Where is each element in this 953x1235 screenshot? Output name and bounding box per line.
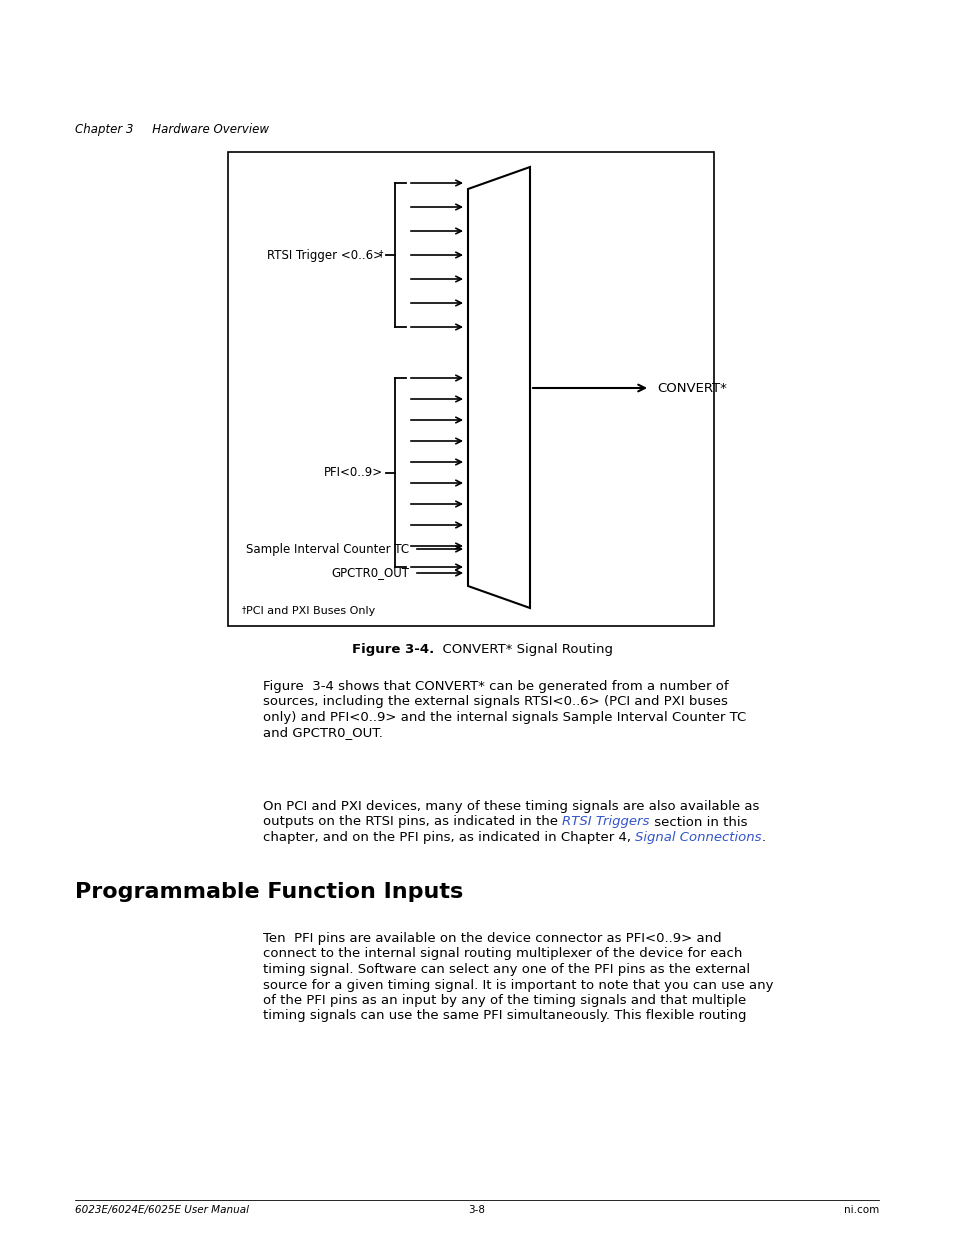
Text: RTSI Trigger <0..6>: RTSI Trigger <0..6> <box>267 248 382 262</box>
Text: Programmable Function Inputs: Programmable Function Inputs <box>75 882 463 902</box>
Text: 6023E/6024E/6025E User Manual: 6023E/6024E/6025E User Manual <box>75 1205 249 1215</box>
Text: Ten  PFI pins are available on the device connector as PFI<0..9> and: Ten PFI pins are available on the device… <box>263 932 720 945</box>
Text: timing signal. Software can select any one of the PFI pins as the external: timing signal. Software can select any o… <box>263 963 749 976</box>
Bar <box>228 152 713 626</box>
Text: sources, including the external signals RTSI<0..6> (PCI and PXI buses: sources, including the external signals … <box>263 695 727 709</box>
Text: Sample Interval Counter TC: Sample Interval Counter TC <box>246 542 409 556</box>
Text: Figure 3-4.: Figure 3-4. <box>352 642 434 656</box>
Text: and GPCTR0_OUT.: and GPCTR0_OUT. <box>263 726 382 740</box>
Text: connect to the internal signal routing multiplexer of the device for each: connect to the internal signal routing m… <box>263 947 741 961</box>
Text: timing signals can use the same PFI simultaneously. This flexible routing: timing signals can use the same PFI simu… <box>263 1009 745 1023</box>
Text: source for a given timing signal. It is important to note that you can use any: source for a given timing signal. It is … <box>263 978 773 992</box>
Text: 3-8: 3-8 <box>468 1205 485 1215</box>
Text: chapter, and on the PFI pins, as indicated in Chapter 4,: chapter, and on the PFI pins, as indicat… <box>263 831 635 844</box>
Text: CONVERT* Signal Routing: CONVERT* Signal Routing <box>434 642 613 656</box>
Text: outputs on the RTSI pins, as indicated in the: outputs on the RTSI pins, as indicated i… <box>263 815 561 829</box>
Text: of the PFI pins as an input by any of the timing signals and that multiple: of the PFI pins as an input by any of th… <box>263 994 745 1007</box>
Polygon shape <box>468 167 530 608</box>
Text: ni.com: ni.com <box>842 1205 878 1215</box>
Text: .: . <box>760 831 765 844</box>
Text: GPCTR0_OUT: GPCTR0_OUT <box>331 567 409 579</box>
Text: On PCI and PXI devices, many of these timing signals are also available as: On PCI and PXI devices, many of these ti… <box>263 800 759 813</box>
Text: Chapter 3     Hardware Overview: Chapter 3 Hardware Overview <box>75 124 269 137</box>
Text: †: † <box>242 605 246 614</box>
Text: Figure  3-4 shows that CONVERT* can be generated from a number of: Figure 3-4 shows that CONVERT* can be ge… <box>263 680 728 693</box>
Text: CONVERT*: CONVERT* <box>657 382 726 394</box>
Text: Signal Connections: Signal Connections <box>635 831 760 844</box>
Text: only) and PFI<0..9> and the internal signals Sample Interval Counter TC: only) and PFI<0..9> and the internal sig… <box>263 711 745 724</box>
Text: RTSI Triggers: RTSI Triggers <box>561 815 649 829</box>
Text: section in this: section in this <box>649 815 746 829</box>
Text: PCI and PXI Buses Only: PCI and PXI Buses Only <box>246 606 375 616</box>
Text: PFI<0..9>: PFI<0..9> <box>323 466 382 479</box>
Text: †: † <box>378 249 382 258</box>
